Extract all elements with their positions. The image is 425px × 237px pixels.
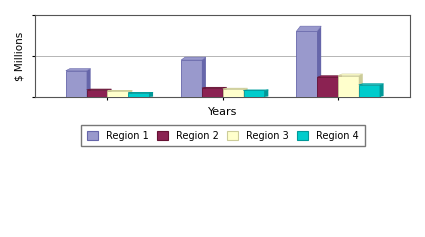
Polygon shape: [338, 76, 342, 97]
Polygon shape: [359, 84, 384, 85]
Polygon shape: [296, 26, 321, 31]
Polygon shape: [181, 57, 206, 60]
Bar: [359, 85, 380, 97]
Polygon shape: [244, 88, 247, 97]
Polygon shape: [338, 74, 363, 76]
Polygon shape: [66, 69, 91, 71]
Polygon shape: [128, 92, 153, 93]
Polygon shape: [244, 90, 268, 91]
Polygon shape: [202, 87, 227, 88]
Y-axis label: $ Millions: $ Millions: [15, 31, 25, 81]
Polygon shape: [87, 89, 111, 90]
Bar: [338, 76, 359, 97]
Polygon shape: [359, 74, 363, 97]
Polygon shape: [223, 87, 227, 97]
Bar: [223, 89, 244, 97]
Polygon shape: [380, 84, 384, 97]
Polygon shape: [108, 90, 132, 91]
Legend: Region 1, Region 2, Region 3, Region 4: Region 1, Region 2, Region 3, Region 4: [81, 125, 365, 146]
Polygon shape: [108, 89, 111, 97]
Polygon shape: [317, 76, 342, 77]
Bar: [317, 77, 338, 97]
Bar: [296, 31, 317, 97]
Bar: [87, 90, 108, 97]
Polygon shape: [317, 26, 321, 97]
Polygon shape: [128, 90, 132, 97]
X-axis label: Years: Years: [208, 107, 238, 117]
Bar: [128, 93, 149, 97]
Bar: [244, 91, 264, 97]
Bar: [66, 71, 87, 97]
Bar: [202, 88, 223, 97]
Bar: [181, 60, 202, 97]
Polygon shape: [202, 57, 206, 97]
Polygon shape: [149, 92, 153, 97]
Bar: [108, 91, 128, 97]
Polygon shape: [223, 88, 247, 89]
Polygon shape: [87, 69, 91, 97]
Polygon shape: [264, 90, 268, 97]
